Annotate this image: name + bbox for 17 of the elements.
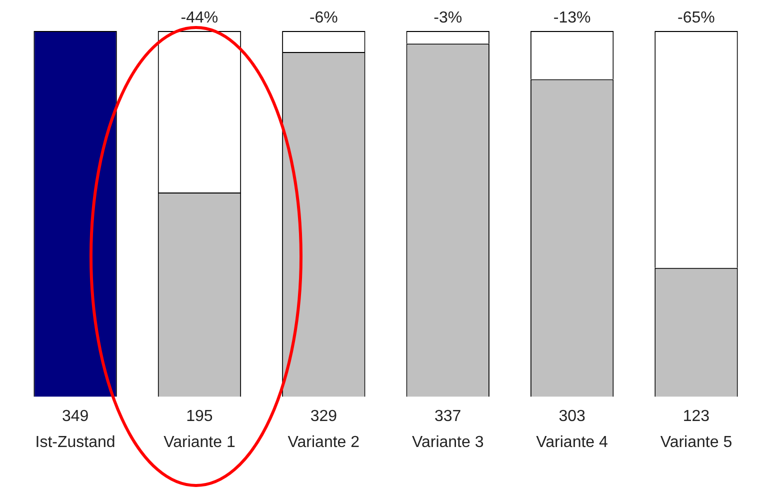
x-tick-label: Ist-Zustand (35, 434, 116, 451)
annotation: -65% (678, 9, 715, 26)
x-tick-label: Variante 5 (660, 434, 732, 451)
annotation: -6% (309, 9, 338, 26)
data-label: 329 (310, 408, 338, 426)
annotation: -44% (180, 9, 218, 26)
data-label: 195 (186, 408, 213, 426)
data-label: 123 (682, 408, 710, 426)
annotation: -3% (434, 9, 462, 26)
x-tick-label: Variante 1 (164, 434, 236, 451)
data-label: 303 (558, 408, 586, 426)
data-label: 337 (434, 408, 462, 426)
data-label: 349 (62, 408, 89, 426)
x-tick-label: Variante 3 (412, 434, 484, 451)
x-tick-label: Variante 2 (288, 434, 360, 451)
annotation: -13% (553, 9, 591, 26)
x-tick-label: Variante 4 (536, 434, 608, 451)
